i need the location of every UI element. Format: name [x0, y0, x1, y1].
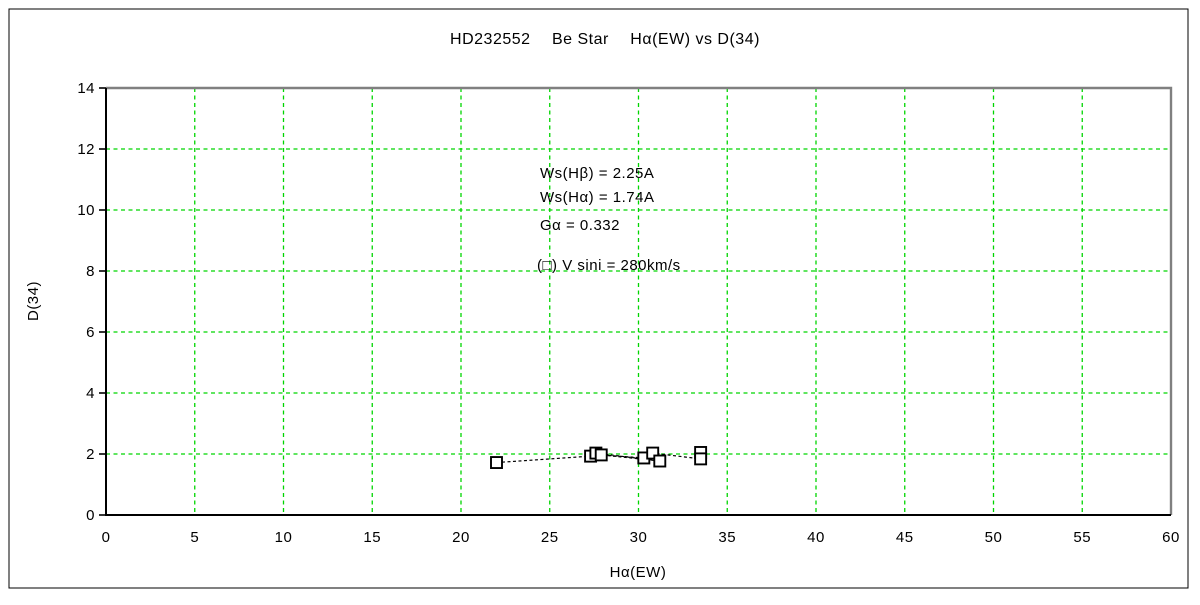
- y-tick-label: 14: [77, 80, 95, 97]
- y-tick-label: 2: [86, 446, 95, 463]
- axis-layer: [99, 86, 1173, 516]
- y-tick-labels: 0 2 4 6 8 10 12 14: [77, 80, 95, 524]
- x-tick-label: 10: [275, 529, 293, 546]
- outer-border: [8, 8, 1189, 589]
- y-tick-label: 6: [86, 324, 95, 341]
- annotation-galpha: Gα = 0.332: [540, 217, 620, 234]
- x-tick-label: 25: [541, 529, 559, 546]
- y-axis-label: D(34): [25, 281, 42, 321]
- y-tick-label: 10: [77, 202, 95, 219]
- x-tick-label: 60: [1162, 529, 1180, 546]
- chart-title: HD232552 Be Star Hα(EW) vs D(34): [450, 31, 760, 48]
- data-point-marker: [646, 446, 660, 460]
- x-tick-label: 35: [718, 529, 736, 546]
- annotation-ws-hbeta: Ws(Hβ) = 2.25A: [540, 165, 654, 182]
- y-tick-label: 0: [86, 507, 95, 524]
- data-series-layer: [490, 446, 708, 469]
- y-tick-label: 12: [77, 141, 95, 158]
- data-point-marker: [653, 454, 667, 468]
- y-tick-label: 4: [86, 385, 95, 402]
- x-tick-label: 40: [807, 529, 825, 546]
- data-point-marker: [594, 448, 608, 462]
- x-tick-label: 0: [102, 529, 111, 546]
- data-point-marker: [490, 456, 503, 469]
- data-point-marker: [694, 452, 708, 466]
- legend-entry: (□) V sini = 280km/s: [537, 257, 681, 274]
- x-tick-label: 15: [363, 529, 381, 546]
- x-tick-label: 20: [452, 529, 470, 546]
- x-tick-label: 30: [630, 529, 648, 546]
- x-tick-label: 55: [1073, 529, 1091, 546]
- y-tick-label: 8: [86, 263, 95, 280]
- annotation-ws-halpha: Ws(Hα) = 1.74A: [540, 189, 654, 206]
- x-axis-label: Hα(EW): [610, 564, 667, 581]
- x-tick-label: 45: [896, 529, 914, 546]
- x-tick-labels: 0 5 10 15 20 25 30 35 40 45 50 55 60: [102, 529, 1180, 546]
- x-tick-label: 5: [190, 529, 199, 546]
- x-tick-label: 50: [985, 529, 1003, 546]
- grid-layer: [106, 88, 1171, 515]
